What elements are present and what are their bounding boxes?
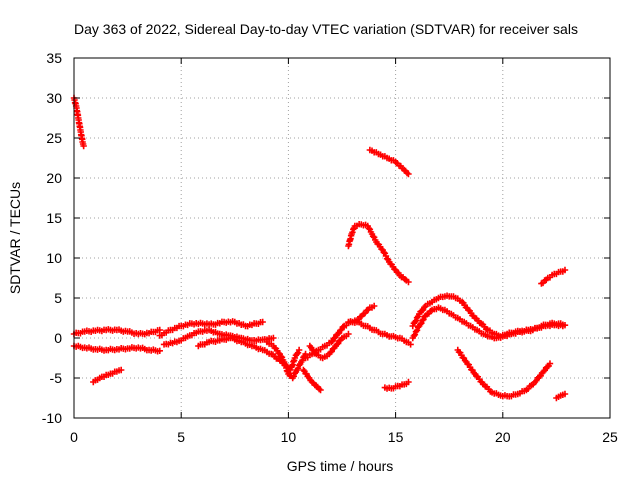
series-arc-9 — [300, 366, 324, 394]
series-arc-8 — [263, 338, 309, 382]
data-point — [369, 233, 377, 240]
data-point — [559, 322, 567, 330]
series-arc-11 — [306, 330, 352, 362]
plot-frame — [73, 57, 611, 419]
data-point — [345, 330, 352, 338]
data-point — [334, 330, 341, 338]
data-point — [333, 341, 341, 348]
y-tick-label: 30 — [46, 90, 62, 106]
data-point — [299, 357, 306, 364]
data-point — [418, 307, 425, 314]
series-arc-3 — [70, 342, 163, 355]
data-point — [380, 249, 388, 256]
x-tick-label: 20 — [495, 429, 511, 445]
data-point — [383, 255, 391, 262]
x-tick-label: 10 — [281, 429, 297, 445]
series-arc-12 — [345, 318, 414, 348]
series-arc-6 — [160, 326, 277, 348]
data-point — [405, 278, 412, 286]
data-point — [294, 365, 302, 372]
data-point — [295, 362, 303, 369]
data-point — [378, 245, 385, 253]
y-tick-label: 35 — [46, 50, 62, 66]
grid-lines — [74, 58, 610, 418]
series-arc-2 — [70, 326, 163, 338]
data-point — [561, 390, 569, 398]
data-point — [410, 332, 418, 340]
series-arc-19 — [516, 321, 567, 335]
data-point — [295, 346, 303, 354]
data-point — [339, 323, 347, 331]
data-point — [275, 349, 282, 357]
series-arc-18 — [454, 346, 554, 400]
data-point — [300, 366, 307, 374]
y-tick-label: 0 — [54, 330, 62, 346]
data-point — [291, 370, 299, 377]
series-arc-20 — [538, 266, 569, 287]
data-point — [421, 304, 428, 311]
data-point — [412, 317, 420, 324]
data-point — [270, 334, 277, 342]
data-point — [293, 350, 301, 358]
data-point — [365, 225, 372, 232]
y-tick-label: 5 — [54, 290, 62, 306]
data-point — [411, 318, 419, 326]
x-axis-label: GPS time / hours — [287, 458, 394, 474]
data-point — [290, 373, 297, 380]
x-tick-label: 15 — [388, 429, 404, 445]
data-point — [417, 321, 424, 328]
series-arc-17 — [409, 292, 569, 340]
data-point — [337, 327, 344, 334]
data-point — [328, 338, 335, 346]
data-point — [540, 368, 547, 375]
data-point — [277, 353, 285, 360]
x-tick-label: 25 — [602, 429, 618, 445]
series-arc-14 — [366, 146, 412, 178]
series-arc-5 — [156, 318, 266, 339]
data-points — [70, 94, 569, 402]
data-point — [370, 302, 378, 310]
x-tick-label: 5 — [177, 429, 185, 445]
x-tick-label: 0 — [70, 429, 78, 445]
data-point — [327, 349, 334, 356]
series-arc-13 — [345, 221, 412, 286]
series-arc-15 — [381, 378, 412, 392]
data-point — [317, 386, 324, 394]
y-tick-label: -5 — [50, 370, 63, 386]
data-point — [117, 366, 125, 374]
series-arc-1 — [70, 94, 87, 150]
data-point — [405, 170, 412, 178]
data-point — [405, 378, 412, 386]
data-point — [412, 328, 420, 335]
data-point — [546, 360, 554, 367]
data-point — [561, 266, 569, 274]
data-point — [330, 335, 338, 342]
data-point — [411, 331, 419, 338]
data-point — [419, 317, 426, 324]
series-arc-21 — [553, 390, 569, 402]
data-point — [259, 318, 266, 326]
data-point — [413, 327, 421, 334]
data-point — [156, 326, 163, 334]
data-point — [413, 314, 421, 321]
y-tick-label: 15 — [46, 210, 62, 226]
data-point — [407, 341, 414, 348]
data-point — [349, 229, 356, 236]
y-tick-label: 25 — [46, 130, 62, 146]
y-tick-label: 10 — [46, 250, 62, 266]
series-arc-4 — [90, 366, 125, 386]
y-axis-label: SDTVAR / TECUs — [7, 182, 23, 294]
y-tick-label: 20 — [46, 170, 62, 186]
axis-ticks: 0 5 10 15 20 25 -10 -5 0 5 10 15 20 25 30 35 — [42, 50, 618, 445]
chart-title: Day 363 of 2022, Sidereal Day-to-day VTE… — [74, 21, 578, 37]
data-point — [156, 347, 163, 354]
data-point — [350, 226, 357, 233]
data-point — [311, 349, 319, 356]
data-point — [80, 142, 87, 150]
y-tick-label: -10 — [42, 410, 62, 426]
